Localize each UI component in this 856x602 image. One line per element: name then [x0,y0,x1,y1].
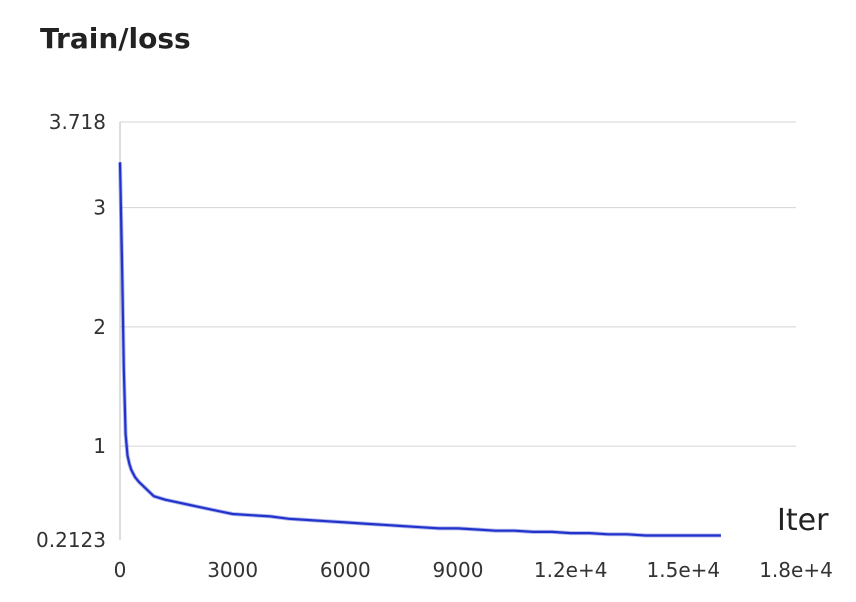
x-tick-label: 3000 [207,558,258,582]
x-tick-label: 1.2e+4 [534,558,608,582]
x-tick-label: 1.8e+4 [759,558,833,582]
y-tick-label: 1 [93,434,106,458]
x-axis-ticks: 0 3000 6000 9000 1.2e+4 1.5e+4 1.8e+4 [114,558,833,582]
y-tick-label: 0.2123 [36,528,106,552]
x-tick-label: 1.5e+4 [647,558,721,582]
series-line-raw [118,162,721,538]
y-tick-label: 3 [93,196,106,220]
series-group [118,162,721,538]
x-tick-label: 9000 [433,558,484,582]
x-tick-label: 0 [114,558,127,582]
grid [119,121,796,540]
x-axis-label: Iter [777,503,829,538]
y-tick-label: 3.718 [49,110,106,134]
series-line [118,162,721,537]
y-axis-ticks: 0.2123 1 2 3 3.718 [36,110,106,552]
y-tick-label: 2 [93,315,106,339]
x-tick-label: 6000 [320,558,371,582]
chart-title: Train/loss [40,22,191,55]
